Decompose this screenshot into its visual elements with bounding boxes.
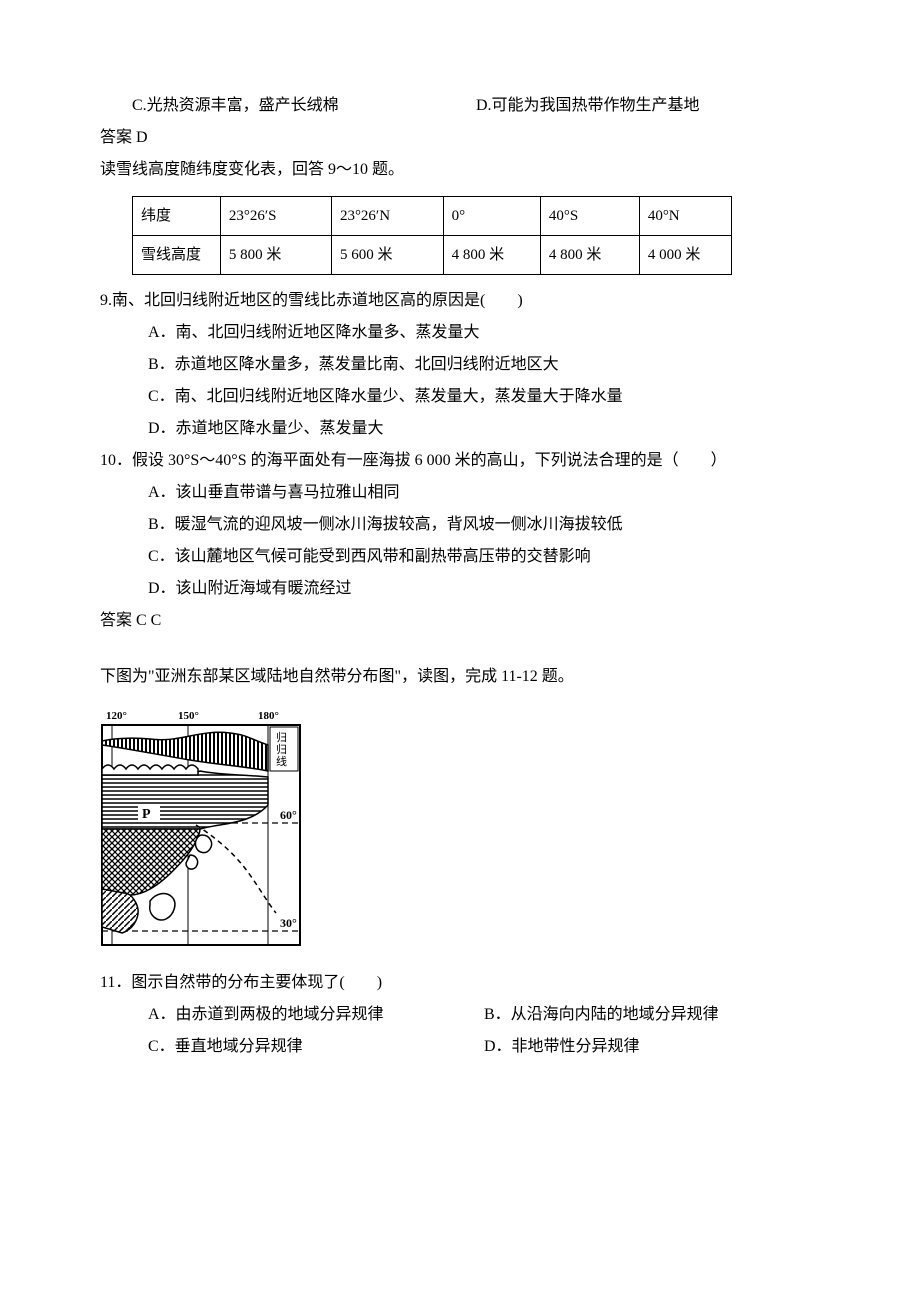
q11-option-c: C．垂直地域分异规律 <box>148 1031 484 1063</box>
q11-option-a: A．由赤道到两极的地域分异规律 <box>148 999 484 1031</box>
q9-option-c: C．南、北回归线附近地区降水量少、蒸发量大，蒸发量大于降水量 <box>100 381 820 413</box>
q9-option-a: A．南、北回归线附近地区降水量多、蒸发量大 <box>100 317 820 349</box>
q8-option-d: D.可能为我国热带作物生产基地 <box>476 90 820 122</box>
map-intro: 下图为"亚洲东部某区域陆地自然带分布图"，读图，完成 11-12 题。 <box>100 661 820 693</box>
q11-row-ab: A．由赤道到两极的地域分异规律 B．从沿海向内陆的地域分异规律 <box>100 999 820 1031</box>
map-legend-char2: 归 <box>276 742 287 756</box>
q10-option-c: C．该山麓地区气候可能受到西风带和副热带高压带的交替影响 <box>100 541 820 573</box>
q10-option-d: D．该山附近海域有暖流经过 <box>100 573 820 605</box>
answer-9-10: 答案 C C <box>100 605 820 637</box>
map-label-p: P <box>142 807 151 822</box>
q8-option-c: C.光热资源丰富，盛产长绒棉 <box>132 90 476 122</box>
q11-row-cd: C．垂直地域分异规律 D．非地带性分异规律 <box>100 1031 820 1063</box>
table-cell: 23°26′N <box>331 197 443 236</box>
table-cell: 4 800 米 <box>443 236 540 275</box>
table-row: 雪线高度 5 800 米 5 600 米 4 800 米 4 800 米 4 0… <box>133 236 732 275</box>
map-figure: 120° 150° 180° 归 归 线 60° 30° P <box>100 705 820 955</box>
table-cell: 纬度 <box>133 197 221 236</box>
table-cell: 雪线高度 <box>133 236 221 275</box>
map-lon120: 120° <box>106 710 127 722</box>
table-cell: 5 800 米 <box>220 236 331 275</box>
table-intro: 读雪线高度随纬度变化表，回答 9～10 题。 <box>100 154 820 186</box>
map-lon150: 150° <box>178 710 199 722</box>
map-lon180: 180° <box>258 710 279 722</box>
map-lat60: 60° <box>280 808 297 822</box>
map-legend-char3: 线 <box>276 754 287 768</box>
table-row: 纬度 23°26′S 23°26′N 0° 40°S 40°N <box>133 197 732 236</box>
q11-option-d: D．非地带性分异规律 <box>484 1031 820 1063</box>
table-cell: 0° <box>443 197 540 236</box>
answer-8: 答案 D <box>100 122 820 154</box>
option-row-cd: C.光热资源丰富，盛产长绒棉 D.可能为我国热带作物生产基地 <box>100 90 820 122</box>
q9-option-d: D．赤道地区降水量少、蒸发量大 <box>100 413 820 445</box>
table-cell: 5 600 米 <box>331 236 443 275</box>
q10-option-a: A．该山垂直带谱与喜马拉雅山相同 <box>100 477 820 509</box>
table-cell: 40°S <box>540 197 639 236</box>
snowline-table: 纬度 23°26′S 23°26′N 0° 40°S 40°N 雪线高度 5 8… <box>132 196 732 275</box>
q10-stem: 10．假设 30°S～40°S 的海平面处有一座海拔 6 000 米的高山，下列… <box>100 445 820 477</box>
table-cell: 40°N <box>639 197 731 236</box>
table-cell: 23°26′S <box>220 197 331 236</box>
q10-option-b: B．暖湿气流的迎风坡一侧冰川海拔较高，背风坡一侧冰川海拔较低 <box>100 509 820 541</box>
asia-map-icon: 120° 150° 180° 归 归 线 60° 30° P <box>100 705 310 955</box>
table-cell: 4 000 米 <box>639 236 731 275</box>
table-cell: 4 800 米 <box>540 236 639 275</box>
q11-option-b: B．从沿海向内陆的地域分异规律 <box>484 999 820 1031</box>
map-legend-char1: 归 <box>276 730 287 744</box>
map-lat30: 30° <box>280 916 297 930</box>
q11-stem: 11．图示自然带的分布主要体现了( ) <box>100 967 820 999</box>
q9-stem: 9.南、北回归线附近地区的雪线比赤道地区高的原因是( ) <box>100 285 820 317</box>
q9-option-b: B．赤道地区降水量多，蒸发量比南、北回归线附近地区大 <box>100 349 820 381</box>
